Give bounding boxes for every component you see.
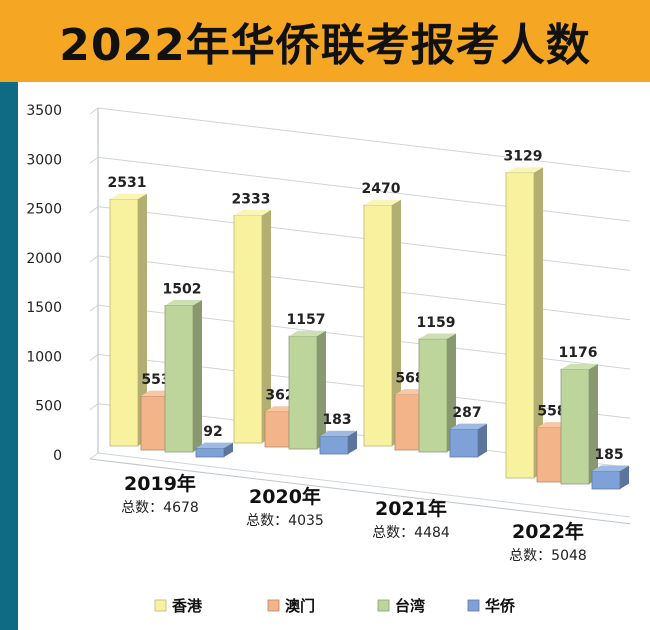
bar-华侨 [449, 428, 479, 458]
y-tick-label: 3500 [26, 103, 62, 119]
x-category-label: 2022年 [512, 520, 584, 543]
bar-香港 [505, 172, 535, 479]
bar-side-香港 [138, 193, 147, 446]
bar-香港 [363, 204, 393, 447]
bar-top-台湾 [419, 333, 456, 339]
data-label-台湾: 1157 [287, 312, 326, 328]
bar-side-华侨 [478, 423, 487, 457]
y-tick-label: 1000 [26, 349, 62, 365]
legend-label-澳门: 澳门 [285, 597, 315, 615]
data-label-华侨: 183 [322, 412, 351, 428]
data-label-香港: 2531 [108, 175, 147, 191]
chart-title: 2022年华侨联考报考人数 [59, 20, 591, 71]
data-label-澳门: 568 [395, 371, 424, 387]
y-tick-label: 2000 [26, 251, 62, 267]
bar-side-华侨 [620, 465, 629, 489]
bar-side-香港 [262, 209, 271, 443]
y-tick-label: 3000 [26, 152, 62, 168]
gridline-tick [89, 206, 99, 213]
bar-澳门 [394, 394, 420, 451]
data-label-香港: 3129 [504, 149, 543, 165]
bar-华侨 [319, 435, 349, 455]
category-total: 总数：4678 [121, 500, 199, 516]
data-label-台湾: 1176 [559, 345, 598, 361]
y-tick-label: 500 [35, 399, 62, 415]
bar-top-台湾 [165, 300, 202, 306]
bar-台湾 [164, 305, 194, 453]
data-label-香港: 2333 [232, 191, 271, 207]
bar-top-台湾 [289, 330, 326, 337]
bar-top-香港 [364, 199, 401, 205]
bar-top-香港 [110, 193, 147, 200]
gridline-tick [89, 107, 99, 115]
y-tick-label: 0 [53, 448, 62, 464]
bar-side-华侨 [348, 430, 357, 454]
gridline [97, 452, 631, 518]
data-label-香港: 2470 [362, 181, 401, 197]
bar-香港 [109, 198, 139, 447]
bar-top-香港 [506, 167, 543, 173]
bar-top-香港 [234, 209, 271, 216]
gridline-tick [89, 156, 99, 164]
side-stripe [0, 82, 18, 630]
legend-swatch-澳门 [267, 599, 280, 612]
title-banner: 2022年华侨联考报考人数 [0, 0, 650, 82]
bar-side-香港 [392, 199, 401, 446]
bar-澳门 [536, 427, 562, 483]
data-label-澳门: 553 [141, 372, 170, 388]
bar-side-华侨 [224, 442, 233, 457]
gridline-tick [89, 255, 99, 263]
legend-label-香港: 香港 [172, 597, 203, 615]
legend-label-台湾: 台湾 [395, 597, 425, 615]
category-total: 总数：4484 [372, 525, 450, 541]
x-category-label: 2019年 [124, 472, 196, 495]
legend-label-华侨: 华侨 [485, 597, 516, 615]
data-label-华侨: 92 [203, 424, 222, 440]
bar-top-华侨 [450, 423, 487, 429]
data-label-澳门: 558 [537, 404, 566, 420]
bar-澳门 [264, 411, 290, 448]
bar-top-华侨 [196, 442, 233, 449]
data-label-澳门: 362 [265, 388, 294, 404]
bar-side-台湾 [589, 363, 598, 484]
legend-swatch-台湾 [377, 599, 390, 612]
bar-side-台湾 [317, 330, 326, 449]
gridline-tick [89, 304, 99, 312]
bar-side-台湾 [447, 333, 456, 452]
x-category-label: 2021年 [375, 497, 447, 520]
category-total: 总数：4035 [246, 513, 324, 529]
gridline-tick [89, 403, 99, 411]
x-category-label: 2020年 [249, 485, 321, 508]
gridline [97, 107, 631, 173]
y-tick-label: 1500 [26, 300, 62, 316]
data-label-华侨: 287 [452, 405, 481, 421]
bar-香港 [233, 214, 263, 444]
bar-side-香港 [534, 167, 543, 478]
bar-台湾 [288, 335, 318, 450]
legend-swatch-香港 [154, 599, 167, 612]
bar-台湾 [418, 338, 448, 453]
data-label-台湾: 1502 [163, 281, 202, 297]
bar-华侨 [591, 470, 621, 490]
category-total: 总数：5048 [509, 548, 587, 564]
gridline-tick [89, 452, 99, 460]
legend-swatch-华侨 [467, 599, 480, 612]
bar-top-台湾 [561, 363, 598, 370]
floor-edge [89, 458, 631, 525]
bar-side-台湾 [193, 300, 202, 452]
bar-华侨 [195, 447, 225, 458]
y-tick-label: 2500 [26, 202, 62, 218]
data-label-华侨: 185 [594, 447, 623, 463]
data-label-台湾: 1159 [417, 315, 456, 331]
bar-top-华侨 [592, 465, 629, 471]
bar-top-华侨 [320, 430, 357, 437]
gridline-tick [89, 354, 99, 361]
bar-澳门 [140, 395, 166, 451]
bar-台湾 [560, 368, 590, 485]
